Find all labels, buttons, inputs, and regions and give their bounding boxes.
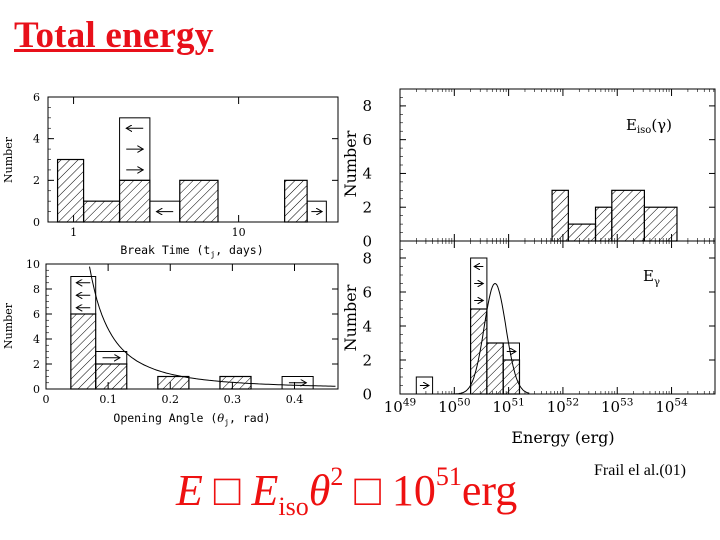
opening-angle-axis-ticks: 0 2 4 6 8 10 0 0.1 0.2 0.3 0.4 xyxy=(26,258,338,406)
e-iso-bars xyxy=(551,189,678,242)
e-iso-annotation: Eiso(γ) xyxy=(626,116,672,136)
x-tick-label: 10 xyxy=(232,226,246,239)
upper-limit-box xyxy=(281,376,314,390)
y-tick-label: 8 xyxy=(33,283,40,296)
x-tick-label: 1052 xyxy=(547,396,579,416)
histogram-bar xyxy=(82,200,121,223)
histogram-bar xyxy=(95,363,128,390)
y-tick-label: 4 xyxy=(33,333,40,346)
y-tick-label: 0 xyxy=(362,232,372,250)
e-iso-axis-ticks: 0 2 4 6 8 xyxy=(362,88,715,250)
upper-limit-box xyxy=(306,200,327,223)
slide-title: Total energy xyxy=(14,15,214,56)
y-tick-label: 4 xyxy=(362,317,372,335)
upper-limit-box xyxy=(470,257,488,310)
upper-limit-box xyxy=(119,117,151,181)
y-tick-label: 6 xyxy=(362,283,372,301)
e-iso-ylabel: Number xyxy=(341,130,360,197)
y-tick-label: 2 xyxy=(362,351,372,369)
y-tick-label: 0 xyxy=(33,383,40,396)
x-tick-label: 1054 xyxy=(655,396,688,416)
histogram-bar xyxy=(470,308,488,395)
y-tick-label: 6 xyxy=(33,308,40,321)
break-time-axis-ticks: 0 2 4 6 1 10 xyxy=(33,91,338,239)
break-time-bars xyxy=(56,117,327,223)
x-tick-label: 1049 xyxy=(384,396,416,416)
e-gamma-xlabel: Energy (erg) xyxy=(511,428,614,447)
y-tick-label: 2 xyxy=(33,358,40,371)
e-gamma-plot-frame xyxy=(399,240,716,395)
break-time-xlabel: Break Time (tj, days) xyxy=(120,243,263,259)
e-gamma-ylabel: Number xyxy=(341,284,360,351)
upper-limit-box xyxy=(95,351,128,365)
histogram-bar xyxy=(594,206,613,242)
opening-angle-ylabel: Number xyxy=(2,302,15,349)
histogram-bar xyxy=(157,375,190,390)
y-tick-label: 2 xyxy=(362,198,372,216)
histogram-bar xyxy=(567,223,597,242)
e-gamma-annotation: Eγ xyxy=(643,267,660,288)
opening-angle-bars xyxy=(70,276,314,390)
x-tick-label: 1051 xyxy=(492,396,524,416)
x-tick-label: 0.1 xyxy=(99,393,117,406)
histogram-bar xyxy=(611,189,645,242)
y-tick-label: 4 xyxy=(33,133,40,146)
e-gamma-fit-curve xyxy=(443,283,530,395)
histogram-bar xyxy=(502,359,521,395)
histogram-bar xyxy=(284,179,308,223)
break-time-histogram: 0 2 4 6 1 10 Number Break Time (tj, days) xyxy=(2,91,339,259)
y-tick-label: 6 xyxy=(33,91,40,104)
y-tick-label: 0 xyxy=(362,385,372,403)
y-tick-label: 0 xyxy=(33,216,40,229)
e-gamma-axis-ticks: 0 2 4 6 8 1049 1050 1051 1052 1053 1054 xyxy=(362,240,715,416)
histogram-bar xyxy=(118,179,151,223)
x-tick-label: 1 xyxy=(70,226,77,239)
histogram-bar xyxy=(551,189,569,242)
energy-formula: E □ Eisoθ2 □ 1051erg xyxy=(176,462,518,521)
histogram-bar xyxy=(70,313,97,390)
citation: Frail el al.(01) xyxy=(594,462,686,479)
opening-angle-xlabel: Opening Angle (θj, rad) xyxy=(113,411,270,427)
histogram-bar xyxy=(56,158,85,223)
y-tick-label: 2 xyxy=(33,174,40,187)
y-tick-label: 4 xyxy=(362,165,372,183)
histogram-bar xyxy=(486,342,504,395)
y-tick-label: 10 xyxy=(26,258,40,271)
histogram-bar xyxy=(179,179,219,223)
upper-limit-box xyxy=(415,376,434,395)
x-tick-label: 0.4 xyxy=(286,393,304,406)
break-time-ylabel: Number xyxy=(2,136,15,183)
x-tick-label: 1050 xyxy=(438,396,470,416)
e-gamma-bars xyxy=(415,257,521,395)
x-tick-label: 1053 xyxy=(601,396,633,416)
e-iso-histogram: 0 2 4 6 8 Number Eiso(γ) xyxy=(341,88,716,250)
x-tick-label: 0.2 xyxy=(162,393,180,406)
y-tick-label: 8 xyxy=(362,249,372,267)
x-tick-label: 0 xyxy=(43,393,50,406)
opening-angle-histogram: 0 2 4 6 8 10 0 0.1 0.2 0.3 0.4 Number Opening Angl… xyxy=(2,258,339,427)
y-tick-label: 8 xyxy=(362,97,372,115)
x-tick-label: 0.3 xyxy=(224,393,242,406)
histogram-bar xyxy=(643,206,678,242)
y-tick-label: 6 xyxy=(362,131,372,149)
